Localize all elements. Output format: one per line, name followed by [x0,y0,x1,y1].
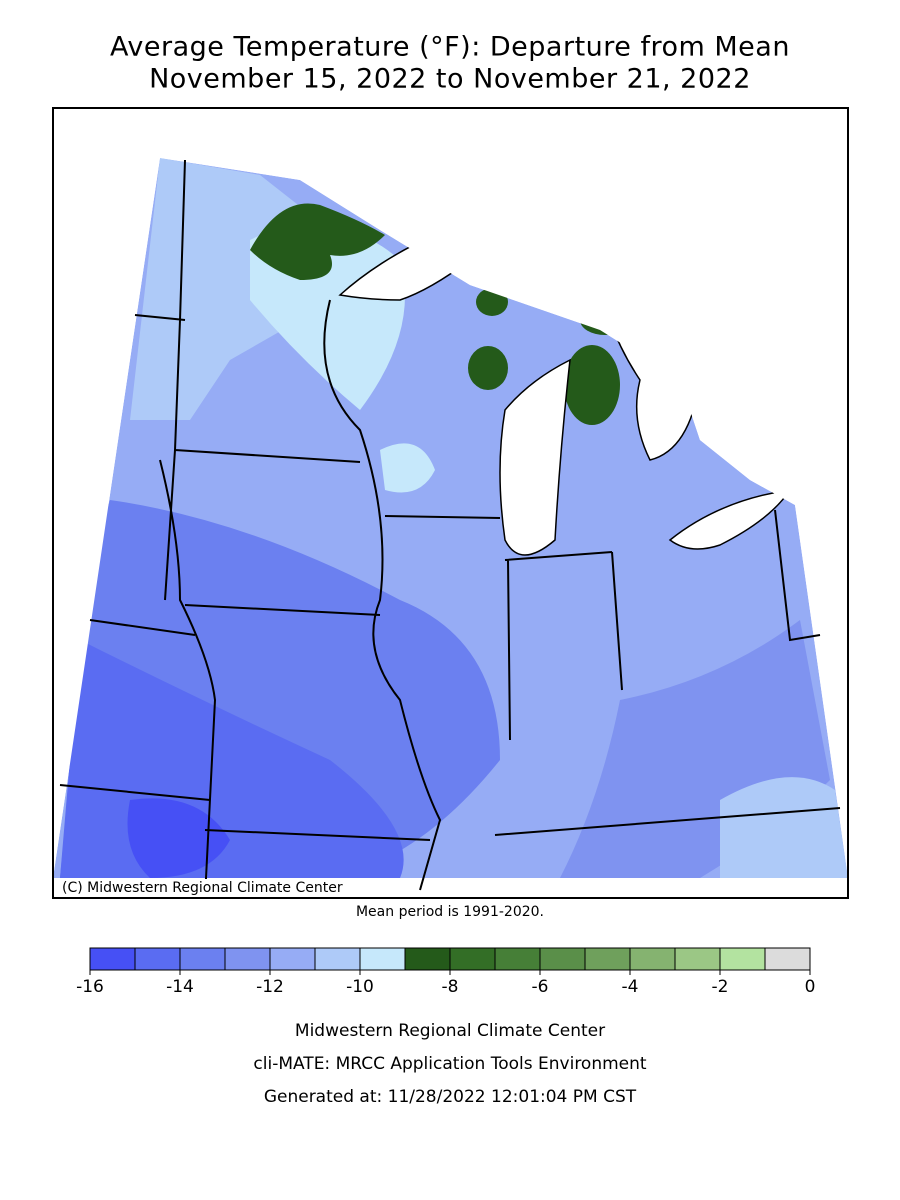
mean-period: Mean period is 1991-2020. [356,904,544,920]
colorbar-bin [179,947,226,971]
colorbar-tick-label: -16 [76,977,104,997]
footer-line: Midwestern Regional Climate Center [295,1021,605,1041]
state-lines [59,159,841,841]
footer-line: cli-MATE: MRCC Application Tools Environ… [253,1054,646,1074]
colorbar-tick-label: -12 [256,977,284,997]
colorbar-bin [674,947,721,971]
footer-line: Generated at: 11/28/2022 12:01:04 PM CST [264,1087,637,1107]
colorbar-tick-label: -8 [442,977,459,997]
river-border [323,299,442,891]
region-coldest [127,798,230,878]
colorbar-tick-label: 0 [805,977,816,997]
map: (C) Midwestern Regional Climate Center [52,107,849,899]
colorbar-bin [314,947,361,971]
colorbar-bin [539,947,586,971]
region-lightest [380,443,435,493]
colorbar-bin [494,947,541,971]
colorbar-bin [764,947,811,971]
lake-erie [668,489,792,550]
colorbar-tick-label: -6 [532,977,549,997]
region-warm [564,345,620,425]
lake-michigan [499,358,571,556]
credit: (C) Midwestern Regional Climate Center [62,880,343,896]
map-frame [52,107,849,899]
colorbar-bin [224,947,271,971]
colorbar-tick-label: -4 [622,977,639,997]
colorbar-bin [269,947,316,971]
outside-domain [53,108,848,878]
region-light [720,777,848,878]
colorbar-tick-label: -14 [166,977,194,997]
colorbar-bin [719,947,766,971]
colorbar-tick-label: -10 [346,977,374,997]
credit-box [55,879,338,897]
colorbar-bin [134,947,181,971]
colorbar-tick-label: -2 [712,977,729,997]
title-line: November 15, 2022 to November 21, 2022 [149,64,751,95]
colorbar-bin [404,947,451,971]
river-border [159,459,217,899]
region-warm [468,346,508,390]
region-warm [250,203,385,280]
colorbar-bin [449,947,496,971]
title-line: Average Temperature (°F): Departure from… [110,32,790,63]
colorbar: -16 -14 -12 -10 -8 -6 -4 -2 0 [76,947,816,997]
colorbar-bin [89,947,136,971]
colorbar-bin [629,947,676,971]
colorbar-bin [584,947,631,971]
colorbar-bin [359,947,406,971]
